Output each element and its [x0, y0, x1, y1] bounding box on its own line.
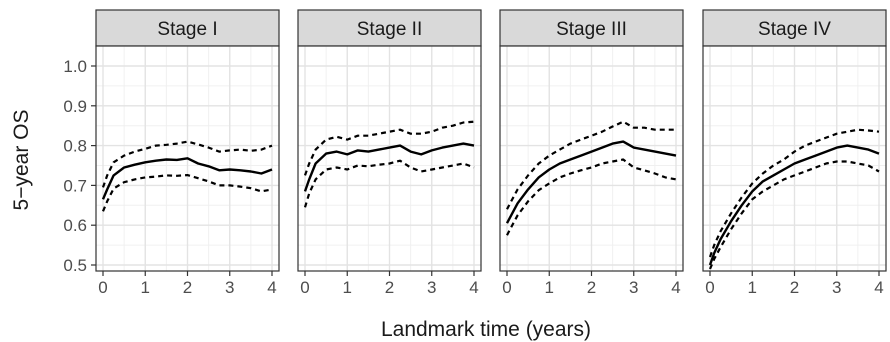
x-tick-label: 4 — [469, 278, 478, 297]
ci-upper-line — [506, 120, 676, 210]
estimate-line — [303, 142, 475, 192]
estimate-line — [708, 144, 880, 266]
x-tick-label: 3 — [427, 278, 436, 297]
ci-upper-line — [708, 128, 880, 258]
x-tick-label: 4 — [267, 278, 276, 297]
x-axis-title: Landmark time (years) — [381, 318, 591, 341]
facet-panel-2: Stage II 0 1 2 3 4 — [297, 9, 482, 297]
x-tick-label: 2 — [790, 278, 799, 297]
estimate-line — [505, 140, 677, 224]
ci-lower-line — [506, 158, 677, 236]
x-tick-label: 3 — [225, 278, 234, 297]
facet-strip — [702, 9, 887, 47]
x-tick-label: 1 — [141, 278, 150, 297]
x-tick-label: 0 — [300, 278, 309, 297]
y-tick-label: 0.7 — [63, 176, 87, 195]
facet-panel-4: Stage IV 0 1 2 3 4 — [702, 9, 887, 297]
x-tick-label: 1 — [748, 278, 757, 297]
y-tick-label: 1.0 — [63, 57, 87, 76]
ci-lower-line — [101, 174, 273, 212]
y-tick-label: 0.6 — [63, 216, 87, 235]
x-tick-label: 4 — [874, 278, 883, 297]
facet-strip — [95, 9, 280, 47]
facet-panel-1: Stage I 0 1 2 3 4 0.5 0.6 0.7 0.8 0.9 1.0 — [63, 9, 280, 297]
facet-strip-label: Stage II — [357, 19, 423, 40]
y-tick-label: 0.5 — [63, 256, 87, 275]
x-tick-label: 3 — [629, 278, 638, 297]
y-axis-title: 5−year OS — [10, 110, 33, 211]
facet-strip-label: Stage I — [157, 19, 217, 40]
facet-strip-label: Stage IV — [758, 19, 831, 40]
x-tick-label: 0 — [502, 278, 511, 297]
x-tick-label: 0 — [705, 278, 714, 297]
facet-panels: Stage I 0 1 2 3 4 0.5 0.6 0.7 0.8 0.9 1.0 Stage II 0 1… — [63, 9, 887, 297]
x-tick-label: 3 — [832, 278, 841, 297]
facet-strip-label: Stage III — [556, 19, 627, 40]
x-tick-label: 1 — [343, 278, 352, 297]
x-tick-label: 2 — [183, 278, 192, 297]
y-tick-label: 0.8 — [63, 137, 87, 156]
estimate-line — [101, 157, 273, 200]
x-tick-label: 1 — [545, 278, 554, 297]
x-tick-label: 2 — [385, 278, 394, 297]
ci-upper-line — [303, 120, 475, 176]
ci-lower-line — [303, 159, 475, 208]
ci-upper-line — [101, 140, 273, 188]
facet-panel-3: Stage III 0 1 2 3 4 — [499, 9, 684, 297]
facet-strip — [499, 9, 684, 47]
x-tick-label: 4 — [671, 278, 680, 297]
y-tick-label: 0.9 — [63, 97, 87, 116]
x-tick-label: 2 — [587, 278, 596, 297]
x-tick-label: 0 — [98, 278, 107, 297]
